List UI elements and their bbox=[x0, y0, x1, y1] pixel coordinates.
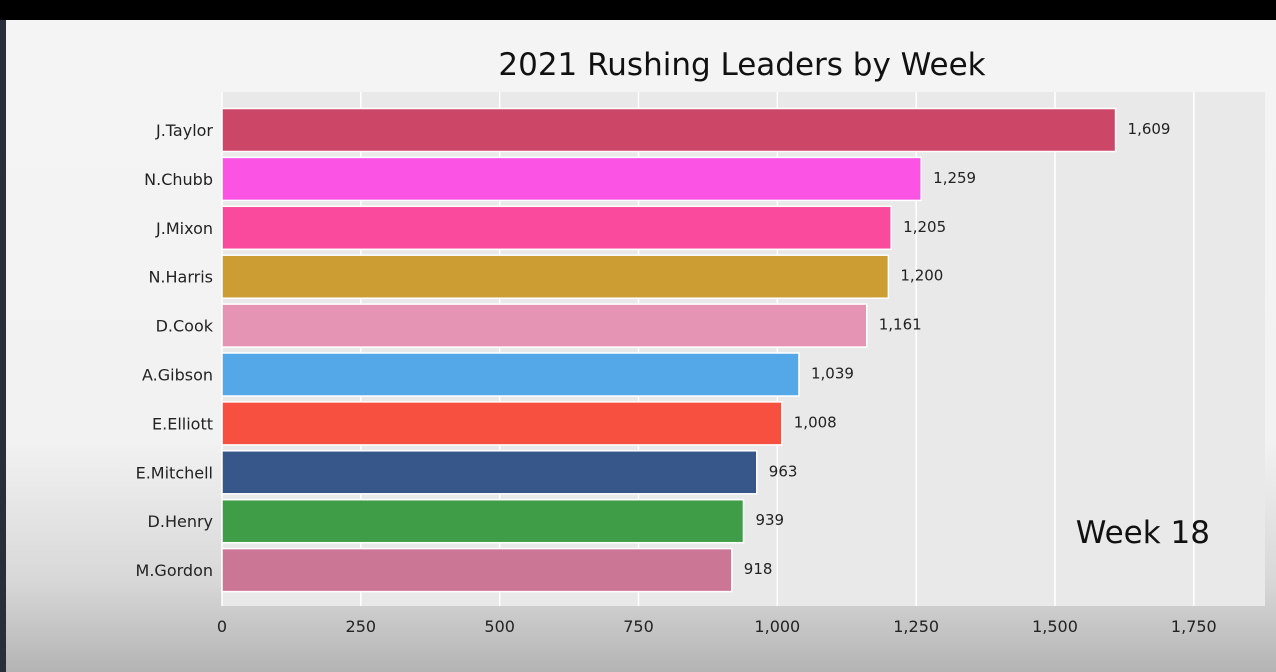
y-tick-label: N.Chubb bbox=[144, 170, 213, 189]
data-label: 1,609 bbox=[1128, 120, 1171, 138]
bar bbox=[221, 498, 745, 544]
x-tick-label: 250 bbox=[346, 617, 377, 636]
x-tick-label: 500 bbox=[484, 617, 515, 636]
y-tick-label: E.Mitchell bbox=[136, 463, 213, 482]
x-tick-label: 0 bbox=[217, 617, 227, 636]
x-tick-label: 1,500 bbox=[1032, 617, 1078, 636]
y-tick-label: N.Harris bbox=[148, 268, 213, 287]
bar bbox=[221, 547, 733, 593]
bar bbox=[221, 352, 800, 397]
bar bbox=[221, 401, 783, 446]
bar bbox=[221, 107, 1117, 153]
y-tick-label: E.Elliott bbox=[152, 414, 213, 433]
bar bbox=[221, 254, 890, 299]
labels: 0 250 500 750 1,000 1,250 1,500 1,750 J.Taylor 1,… bbox=[136, 120, 1217, 636]
week-annotation: Week 18 bbox=[1076, 515, 1210, 551]
data-label: 1,161 bbox=[879, 316, 922, 334]
y-tick-label: J.Mixon bbox=[155, 219, 213, 238]
x-tick-label: 1,250 bbox=[893, 617, 939, 636]
y-tick-label: A.Gibson bbox=[142, 366, 213, 385]
top-bar bbox=[0, 0, 1276, 20]
x-tick-label: 750 bbox=[623, 617, 654, 636]
y-tick-label: D.Henry bbox=[148, 512, 213, 531]
data-label: 1,039 bbox=[811, 365, 854, 383]
bars bbox=[221, 107, 1117, 593]
data-label: 1,205 bbox=[903, 218, 946, 236]
data-label: 939 bbox=[755, 511, 784, 529]
y-tick-label: M.Gordon bbox=[136, 561, 213, 580]
x-tick-label: 1,750 bbox=[1171, 617, 1217, 636]
y-tick-label: D.Cook bbox=[156, 317, 214, 336]
bar bbox=[221, 303, 868, 348]
bar bbox=[221, 156, 922, 202]
data-label: 1,200 bbox=[900, 267, 943, 285]
bar bbox=[221, 205, 892, 251]
y-tick-label: J.Taylor bbox=[155, 121, 213, 140]
data-label: 918 bbox=[744, 560, 773, 578]
data-label: 1,008 bbox=[794, 413, 837, 431]
bar bbox=[221, 450, 758, 495]
left-edge bbox=[0, 20, 6, 672]
data-label: 1,259 bbox=[933, 169, 976, 187]
chart-title: 2021 Rushing Leaders by Week bbox=[498, 47, 985, 83]
x-tick-label: 1,000 bbox=[754, 617, 800, 636]
data-label: 963 bbox=[769, 462, 798, 480]
